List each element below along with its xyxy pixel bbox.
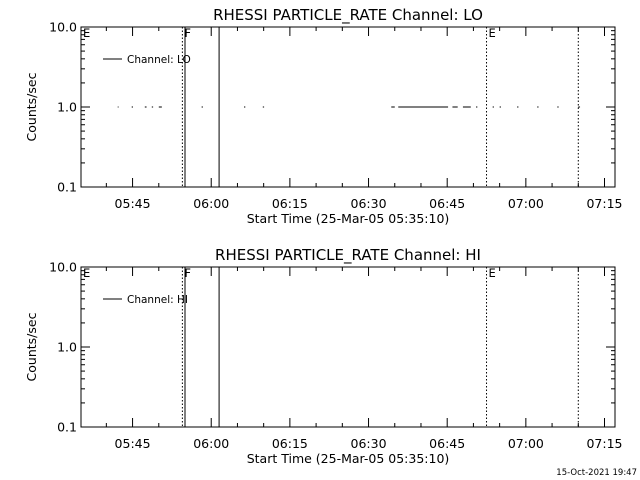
event-marker-label: E xyxy=(83,266,90,280)
y-tick-label: 10.0 xyxy=(49,260,77,275)
event-marker-label: E xyxy=(489,266,496,280)
x-axis-label: Start Time (25-Mar-05 05:35:10) xyxy=(247,211,450,226)
plot-frame xyxy=(80,266,616,428)
x-tick-label: 06:45 xyxy=(429,196,465,211)
x-tick-label: 07:15 xyxy=(586,436,622,451)
x-tick-label: 06:45 xyxy=(429,436,465,451)
chart-title: RHESSI PARTICLE_RATE Channel: HI xyxy=(215,246,481,265)
x-tick-label: 07:15 xyxy=(586,196,622,211)
chart-panel-hi: RHESSI PARTICLE_RATE Channel: HI Start Ti… xyxy=(24,246,623,466)
y-tick-label: 10.0 xyxy=(49,20,77,35)
chart-panel-lo: RHESSI PARTICLE_RATE Channel: LO Start Ti… xyxy=(24,6,623,226)
x-tick-label: 07:00 xyxy=(508,436,544,451)
chart-title: RHESSI PARTICLE_RATE Channel: LO xyxy=(213,6,483,25)
y-tick-label: 1.0 xyxy=(57,340,77,355)
event-marker-label: E xyxy=(489,26,496,40)
x-tick-label: 06:15 xyxy=(272,436,308,451)
x-tick-label: 07:00 xyxy=(508,196,544,211)
x-tick-label: 06:00 xyxy=(193,436,229,451)
x-tick-label: 05:45 xyxy=(115,196,151,211)
x-tick-label: 06:00 xyxy=(193,196,229,211)
event-marker-label: F xyxy=(184,26,191,40)
legend-label: Channel: HI xyxy=(127,294,188,306)
legend-label: Channel: LO xyxy=(127,54,191,66)
x-axis-label: Start Time (25-Mar-05 05:35:10) xyxy=(247,451,450,466)
x-tick-label: 06:30 xyxy=(351,436,387,451)
event-marker-label: E xyxy=(83,26,90,40)
y-tick-label: 0.1 xyxy=(57,180,77,195)
footer-timestamp: 15-Oct-2021 19:47 xyxy=(556,468,637,478)
y-tick-label: 1.0 xyxy=(57,100,77,115)
x-tick-label: 06:30 xyxy=(351,196,387,211)
x-tick-label: 05:45 xyxy=(115,436,151,451)
y-tick-label: 0.1 xyxy=(57,420,77,435)
y-axis-label: Counts/sec xyxy=(24,72,39,141)
event-marker-label: F xyxy=(184,266,191,280)
x-tick-label: 06:15 xyxy=(272,196,308,211)
y-axis-label: Counts/sec xyxy=(24,312,39,381)
